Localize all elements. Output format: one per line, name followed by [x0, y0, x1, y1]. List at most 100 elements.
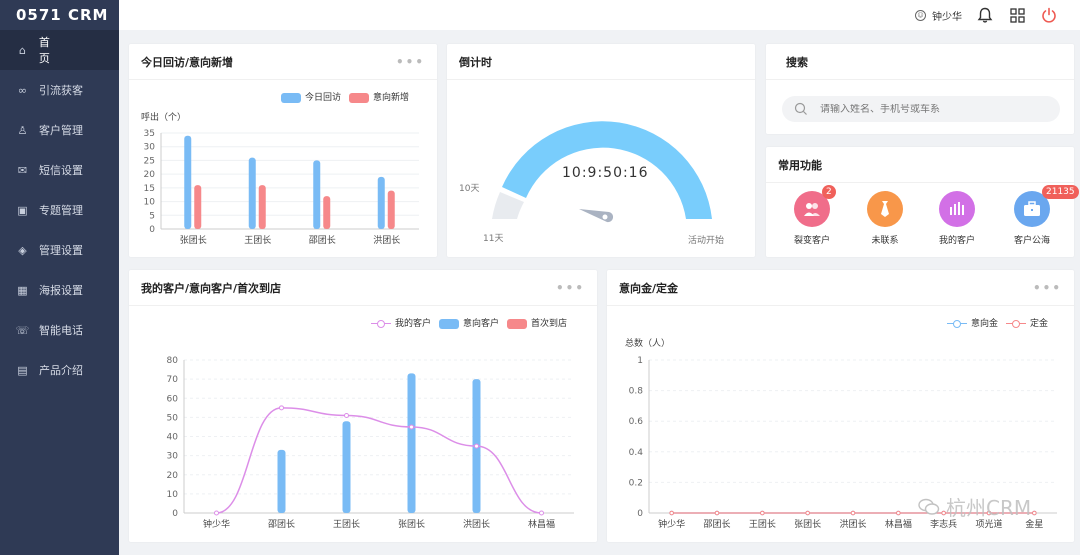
line-point — [474, 443, 479, 449]
y-tick-label: 35 — [144, 129, 155, 139]
bell-icon[interactable] — [976, 6, 994, 24]
gauge-remaining-arc — [492, 192, 524, 219]
bar-意向客户 — [342, 421, 351, 513]
functions-card-title: 常用功能 — [778, 158, 822, 172]
function-item-2[interactable]: 我的客户 — [927, 191, 987, 246]
sidebar-item-1[interactable]: ∞ 引流获客 — [0, 70, 119, 110]
x-tick-label: 洪团长 — [373, 234, 400, 246]
y-tick-label: 70 — [167, 375, 179, 385]
legend-item[interactable]: 首次到店 — [507, 316, 567, 329]
apps-grid-icon[interactable] — [1008, 6, 1026, 24]
bar-意向新增 — [323, 196, 331, 229]
layers-icon: ◈ — [18, 243, 27, 257]
users-icon: 2 — [794, 185, 836, 227]
visit-bar-chart: 呼出（个） 0 5 10 15 20 25 30 35 张团长 王团长 邵团长 洪团长 — [141, 111, 419, 246]
sidebar-item-8[interactable]: ▤ 产品介绍 — [0, 350, 119, 390]
bar-今日回访 — [248, 157, 256, 229]
sidebar-item-0[interactable]: ⌂ 首 页 — [0, 30, 119, 70]
functions-card: 常用功能 2 裂变客户 未联系 我的客户 21135 客户公海 — [766, 147, 1079, 257]
legend-item[interactable]: 意向客户 — [439, 316, 499, 329]
countdown-card: 倒计时 10:9:50:16 10天 11天 活动开始 — [447, 44, 755, 257]
deposit-chart: 总数（人） 0 0.2 0.4 0.6 0.8 1 钟少华 邵团长 王团长 张团长 洪团长 林昌福 李志兵… — [625, 337, 1057, 530]
customers-chart: 0 10 20 30 40 50 60 70 80 钟少华 邵团长 王团长 张团长 洪团长 林昌福 — [167, 356, 574, 530]
sidebar-item-3[interactable]: ✉ 短信设置 — [0, 150, 119, 190]
function-item-1[interactable]: 未联系 — [855, 191, 915, 246]
search-card-title: 搜索 — [786, 55, 808, 69]
y-tick-label: 20 — [144, 170, 156, 180]
countdown-card-title: 倒计时 — [459, 55, 492, 69]
count-badge: 2 — [822, 185, 836, 199]
function-item-3[interactable]: 21135 客户公海 — [1002, 185, 1079, 246]
line-point — [409, 424, 414, 430]
sidebar-item-label: 产品介绍 — [39, 364, 83, 377]
sidebar-item-label: 客户管理 — [39, 124, 83, 137]
line-point — [1032, 510, 1037, 516]
book-icon: ▤ — [17, 363, 28, 377]
sidebar-item-2[interactable]: ♙ 客户管理 — [0, 110, 119, 150]
customers-card: 我的客户/意向客户/首次到店 ••• 我的客户 意向客户 首次到店 0 10 20 3… — [129, 270, 597, 542]
bar-意向新增 — [194, 185, 202, 229]
watermark: 杭州CRM — [918, 492, 1031, 521]
function-label: 我的客户 — [938, 236, 975, 246]
function-label: 裂变客户 — [793, 236, 830, 246]
deposit-card-title: 意向金/定金 — [619, 281, 679, 295]
x-tick-label: 李志兵 — [930, 518, 957, 530]
legend-item[interactable]: 定金 — [1006, 316, 1048, 329]
customers-card-menu-icon[interactable]: ••• — [555, 280, 585, 295]
x-tick-label: 邵团长 — [268, 518, 295, 530]
home-icon: ⌂ — [18, 43, 26, 57]
sidebar-item-label: 首 页 — [38, 36, 93, 65]
sidebar-item-4[interactable]: ▣ 专题管理 — [0, 190, 119, 230]
deposit-card-menu-icon[interactable]: ••• — [1032, 280, 1062, 295]
user-avatar-icon[interactable]: ☺ — [915, 9, 926, 21]
username[interactable]: 钟少华 — [932, 11, 962, 23]
y-tick-label: 10 — [144, 198, 156, 208]
briefcase-icon: 21135 — [1014, 185, 1079, 227]
deposit-legend: 意向金 定金 — [947, 316, 1048, 329]
y-tick-label: 40 — [167, 433, 179, 443]
visit-card-menu-icon[interactable]: ••• — [395, 54, 425, 69]
line-point — [669, 510, 674, 516]
line-point — [279, 405, 284, 411]
share-icon: ∞ — [17, 83, 28, 97]
y-tick-label: 0.4 — [629, 448, 644, 458]
x-tick-label: 邵团长 — [309, 234, 336, 246]
x-tick-label: 项光道 — [975, 518, 1002, 530]
legend-item[interactable]: 今日回访 — [281, 90, 341, 103]
y-tick-label: 0 — [172, 509, 178, 519]
sidebar-item-label: 海报设置 — [39, 284, 83, 297]
legend-item[interactable]: 我的客户 — [371, 316, 431, 329]
sidebar-item-label: 短信设置 — [39, 164, 83, 177]
wechat-icon — [918, 498, 940, 515]
sidebar-item-7[interactable]: ☏ 智能电话 — [0, 310, 119, 350]
y-tick-label: 30 — [167, 452, 179, 462]
y-tick-label: 0.8 — [629, 387, 644, 397]
legend-item[interactable]: 意向金 — [947, 316, 998, 329]
top-header: ☺ 钟少华 — [119, 0, 1080, 30]
user-icon: ♙ — [17, 123, 28, 137]
power-icon[interactable] — [1040, 6, 1058, 24]
y-tick-label: 0 — [149, 225, 155, 235]
topic-icon: ▣ — [17, 203, 28, 217]
line-point — [850, 510, 856, 516]
line-point — [539, 510, 544, 516]
customers-legend: 我的客户 意向客户 首次到店 — [371, 316, 567, 329]
sidebar-item-5[interactable]: ◈ 管理设置 — [0, 230, 119, 270]
bars-icon — [939, 191, 975, 227]
search-input[interactable] — [820, 103, 1020, 115]
x-tick-label: 钟少华 — [203, 518, 230, 530]
sidebar: 0571 CRM ⌂ 首 页 ∞ 引流获客 ♙ 客户管理 ✉ 短信设置 ▣ 专题管理 ◈ 管理设置 ▦ 海… — [0, 0, 119, 555]
y-tick-label: 0.6 — [629, 417, 644, 427]
legend-item[interactable]: 意向新增 — [349, 90, 409, 103]
function-item-0[interactable]: 2 裂变客户 — [782, 185, 842, 246]
line-point — [714, 510, 720, 516]
phone-icon: ☏ — [15, 323, 30, 337]
y-tick-label: 0 — [637, 509, 643, 519]
y-tick-label: 20 — [167, 471, 179, 481]
x-tick-label: 钟少华 — [658, 518, 685, 530]
bar-意向新增 — [387, 190, 395, 229]
y-tick-label: 50 — [167, 413, 179, 423]
bar-意向新增 — [258, 185, 266, 229]
sidebar-item-6[interactable]: ▦ 海报设置 — [0, 270, 119, 310]
x-tick-label: 张团长 — [398, 518, 425, 530]
